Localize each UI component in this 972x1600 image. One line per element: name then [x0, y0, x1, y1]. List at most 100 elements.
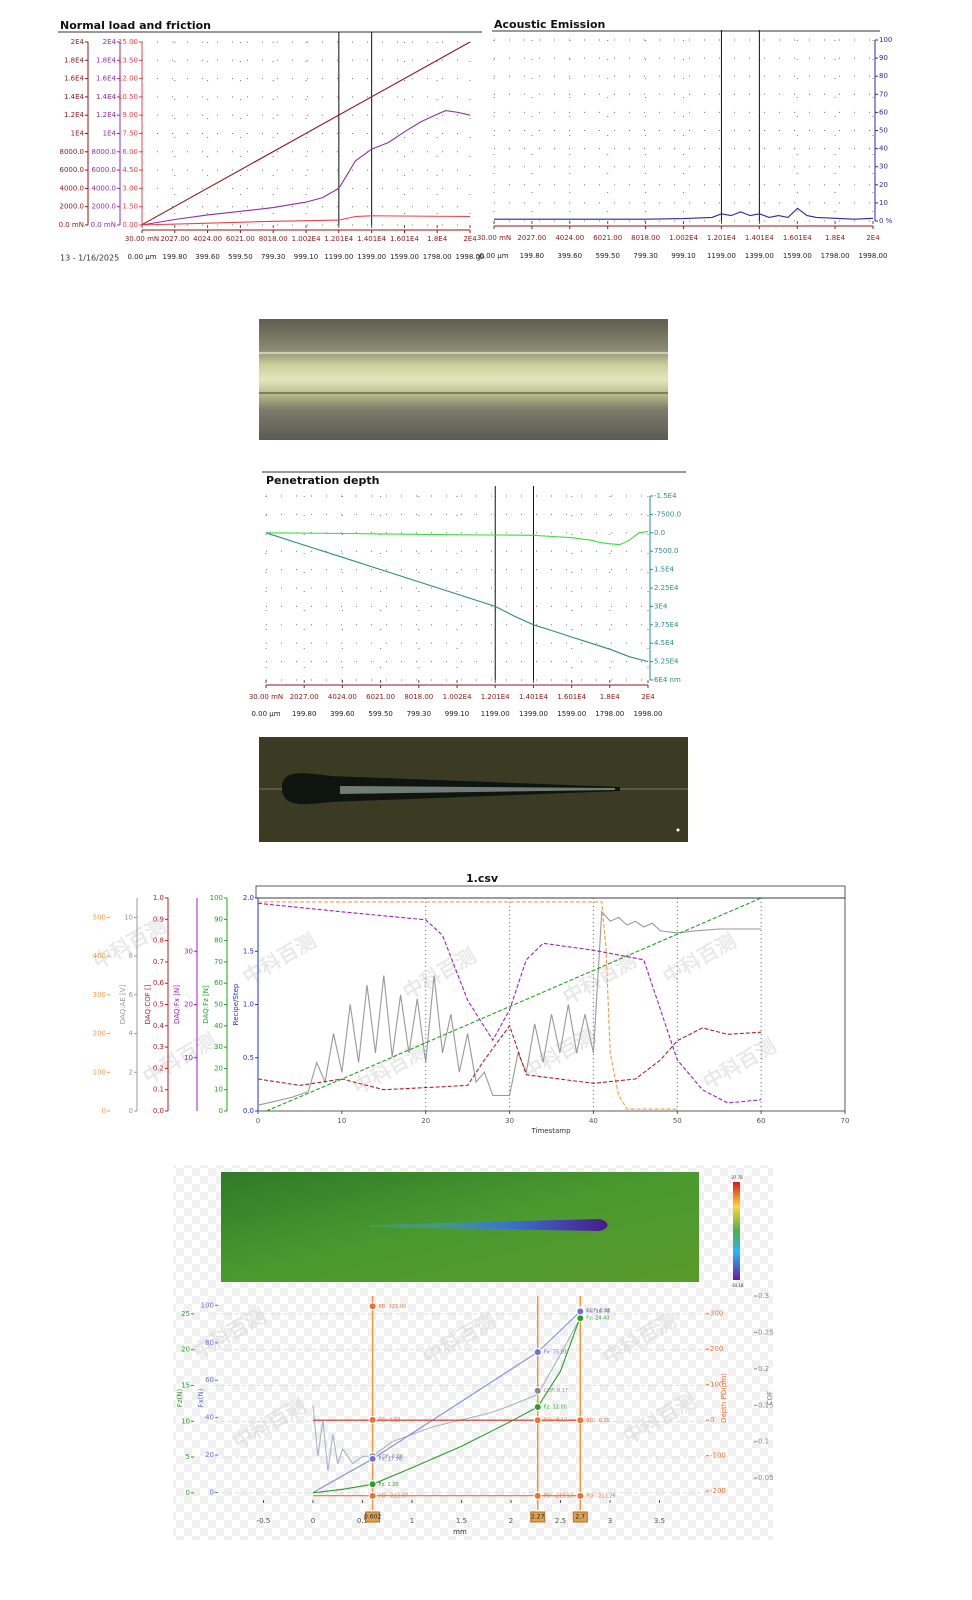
y-tick-label: 0 %: [879, 217, 893, 225]
y-tick-label: 10: [184, 1054, 193, 1062]
y-tick-label: 0.7: [153, 958, 164, 966]
y-tick-label: 6000.0: [92, 166, 117, 174]
x-tick-label: 1: [410, 1517, 414, 1525]
y-tick-label: 1.6E4: [96, 75, 117, 83]
x2-tick-label: 2E4: [641, 693, 655, 701]
x2-tick-label: 30.00 mN: [125, 235, 159, 243]
x2-tick-label: 1.601E4: [783, 234, 812, 242]
y-tick-label: 100: [93, 1068, 106, 1076]
y-tick-label: 13.50: [118, 56, 138, 64]
x2-tick-label: 6021.00: [593, 234, 622, 242]
annotation-label: PD: -213.26: [586, 1493, 615, 1499]
x2-tick-label: 2027.00: [517, 234, 546, 242]
annotation-point: [576, 1307, 585, 1316]
y-tick-label: 30: [879, 163, 888, 171]
y-tick-label: 2.0: [243, 894, 254, 902]
y-tick-label: 400: [93, 952, 106, 960]
x-tick-label: 1998.00: [859, 252, 888, 260]
series-line: [312, 1316, 581, 1494]
y-tick-label: 2000.0: [60, 203, 85, 211]
y-tick-label: -200: [710, 1487, 726, 1495]
x2-tick-label: 4024.00: [193, 235, 222, 243]
y-tick-label: 8000.0: [60, 148, 85, 156]
scratch-photo: [259, 319, 668, 440]
y-axis-label: Fz(N): [176, 1389, 184, 1408]
y-tick-label: 25: [181, 1310, 190, 1318]
x2-tick-label: 1.401E4: [745, 234, 774, 242]
y-tick-label: 4.5E4: [654, 639, 675, 647]
x2-tick-label: 1.401E4: [357, 235, 386, 243]
x-axis-label: mm: [453, 1528, 467, 1536]
y-tick-label: 80: [205, 1339, 214, 1347]
y-tick-label: 8: [129, 952, 133, 960]
x-tick-label: 0.00 µm: [251, 710, 280, 718]
x-tick-label: 999.10: [671, 252, 696, 260]
y-tick-label: 10: [879, 199, 888, 207]
photo-highlight: [259, 352, 668, 354]
annotation-point: [533, 1402, 542, 1411]
x-tick-label: 0.00 µm: [479, 252, 508, 260]
x2-tick-label: 1.201E4: [324, 235, 353, 243]
y-tick-label: 0.00: [122, 221, 138, 229]
chart-title: Normal load and friction: [60, 19, 211, 32]
x-tick-label: 399.60: [558, 252, 583, 260]
marker-tag: [572, 1511, 588, 1523]
y-tick-label: 10: [214, 1086, 223, 1094]
y-tick-label: 0.6: [153, 979, 165, 987]
x-tick-label: 1998.00: [456, 253, 485, 261]
x-tick-label: 199.80: [520, 252, 545, 260]
y-tick-label: 6000.0: [60, 166, 85, 174]
x-tick-label: 20: [421, 1117, 430, 1125]
watermark: 中科百测: [399, 943, 480, 1004]
y-tick-label: 1.0: [153, 894, 164, 902]
y-tick-label: 4000.0: [60, 184, 85, 192]
y-tick-label: 7.50: [122, 130, 138, 138]
x2-tick-label: 30.00 mN: [477, 234, 511, 242]
x2-tick-label: 2027.00: [290, 693, 319, 701]
annotation-label: RD: -0.17: [544, 1418, 568, 1424]
x-tick-label: 10: [337, 1117, 346, 1125]
x-tick-label: 199.80: [292, 710, 317, 718]
watermark: 中科百测: [139, 1028, 220, 1089]
y-tick-label: 0.3: [153, 1043, 164, 1051]
x-tick-label: 799.30: [633, 252, 658, 260]
y-tick-label: 0.1: [153, 1086, 164, 1094]
y-tick-label: 70: [214, 958, 223, 966]
y-tick-label: 90: [214, 915, 223, 923]
annotation-label: PD: 321.00: [379, 1304, 407, 1310]
x2-tick-label: 2027.00: [160, 235, 189, 243]
x-tick-label: 799.30: [261, 253, 286, 261]
series-line: [265, 531, 649, 546]
series-line: [494, 207, 874, 220]
y-tick-label: 0: [219, 1107, 223, 1115]
y-tick-label: 10.50: [118, 93, 138, 101]
x2-tick-label: 8018.00: [259, 235, 288, 243]
y-tick-label: 100: [710, 1381, 723, 1389]
y-tick-label: 10: [124, 913, 133, 921]
y-tick-label: 0: [186, 1489, 190, 1497]
y-tick-label: 0.05: [758, 1474, 774, 1482]
y-tick-label: 0.5: [243, 1054, 254, 1062]
y-tick-label: 2000.0: [92, 203, 117, 211]
y-tick-label: 40: [214, 1022, 223, 1030]
x2-tick-label: 4024.00: [555, 234, 584, 242]
y-tick-label: 0.5: [153, 1001, 164, 1009]
x-tick-label: 199.80: [163, 253, 188, 261]
y-tick-label: 60: [205, 1376, 214, 1384]
y-tick-label: 0.0: [243, 1107, 254, 1115]
y-tick-label: 0.9: [153, 915, 164, 923]
photo-shadow: [259, 392, 668, 394]
marker-label: 2.27: [531, 1514, 545, 1521]
plot-frame: [257, 897, 846, 1112]
y-tick-label: 0.3: [758, 1292, 769, 1300]
x2-tick-label: 1.201E4: [481, 693, 510, 701]
y-tick-label: 1.4E4: [96, 93, 117, 101]
y-tick-label: 15.00: [118, 38, 138, 46]
y-tick-label: 0: [129, 1107, 133, 1115]
x-tick-label: 50: [673, 1117, 682, 1125]
series-line: [257, 1024, 762, 1091]
series-line: [141, 215, 471, 226]
annotation-point: [533, 1491, 542, 1500]
annotation-label: COF: 0.28: [586, 1308, 610, 1314]
marker-label: 0.602: [364, 1514, 381, 1521]
